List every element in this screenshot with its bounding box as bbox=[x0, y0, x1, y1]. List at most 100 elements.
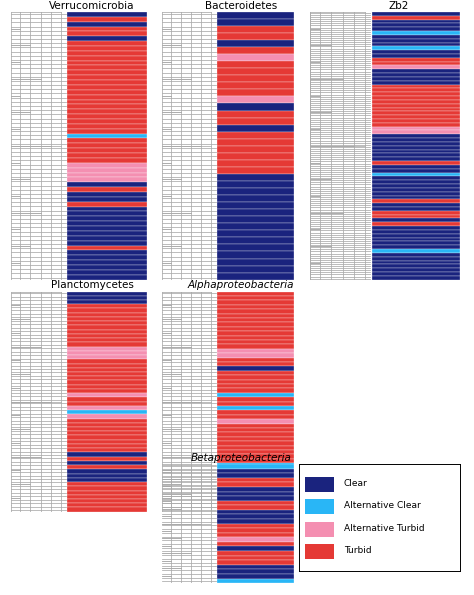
Bar bbox=[217, 371, 294, 375]
Bar bbox=[67, 163, 147, 168]
Bar bbox=[372, 81, 460, 84]
Bar bbox=[372, 154, 460, 157]
Bar bbox=[217, 468, 294, 472]
Bar bbox=[67, 418, 147, 423]
Bar bbox=[67, 474, 147, 478]
Bar bbox=[217, 524, 294, 528]
Bar bbox=[67, 402, 147, 406]
Bar bbox=[305, 522, 334, 537]
Bar bbox=[67, 364, 147, 368]
Bar bbox=[217, 153, 294, 160]
Bar bbox=[217, 491, 294, 496]
Text: Alternative Clear: Alternative Clear bbox=[344, 502, 420, 511]
Bar bbox=[372, 127, 460, 130]
Bar bbox=[67, 355, 147, 359]
Bar bbox=[217, 174, 294, 181]
Bar bbox=[67, 486, 147, 490]
Bar bbox=[217, 322, 294, 327]
Bar bbox=[67, 275, 147, 280]
Bar bbox=[67, 192, 147, 197]
Bar bbox=[217, 515, 294, 519]
Bar bbox=[67, 221, 147, 226]
Bar bbox=[67, 389, 147, 393]
Bar bbox=[372, 196, 460, 199]
Bar bbox=[217, 47, 294, 54]
Bar bbox=[67, 359, 147, 364]
Bar bbox=[217, 362, 294, 367]
Bar bbox=[67, 173, 147, 177]
Bar bbox=[67, 177, 147, 182]
Bar bbox=[372, 96, 460, 100]
Bar bbox=[372, 249, 460, 253]
Bar bbox=[217, 305, 294, 309]
Bar bbox=[217, 223, 294, 230]
Bar bbox=[67, 461, 147, 465]
Bar bbox=[372, 92, 460, 96]
Bar bbox=[372, 242, 460, 245]
Bar bbox=[372, 62, 460, 65]
Bar bbox=[217, 556, 294, 560]
Bar bbox=[305, 544, 334, 559]
Bar bbox=[67, 158, 147, 163]
Bar bbox=[372, 272, 460, 276]
Bar bbox=[372, 39, 460, 42]
Bar bbox=[372, 27, 460, 31]
Bar bbox=[372, 215, 460, 218]
Bar bbox=[217, 469, 294, 473]
Bar bbox=[372, 276, 460, 280]
Bar bbox=[67, 206, 147, 211]
Bar bbox=[217, 486, 294, 490]
Bar bbox=[67, 231, 147, 236]
Bar bbox=[217, 54, 294, 61]
Bar bbox=[217, 237, 294, 245]
Bar bbox=[217, 560, 294, 565]
Bar bbox=[67, 321, 147, 325]
Bar bbox=[67, 90, 147, 95]
Bar bbox=[217, 411, 294, 415]
Bar bbox=[372, 54, 460, 58]
Bar bbox=[67, 139, 147, 143]
Bar bbox=[67, 351, 147, 355]
Bar bbox=[67, 217, 147, 221]
Bar bbox=[372, 35, 460, 39]
Bar bbox=[67, 250, 147, 255]
Bar bbox=[67, 12, 147, 17]
Bar bbox=[217, 481, 294, 486]
Bar bbox=[67, 56, 147, 61]
Bar bbox=[67, 342, 147, 346]
Bar bbox=[217, 33, 294, 40]
Bar bbox=[67, 99, 147, 104]
Bar bbox=[217, 160, 294, 167]
Bar bbox=[217, 528, 294, 533]
Bar bbox=[372, 84, 460, 89]
Bar bbox=[67, 65, 147, 70]
Bar bbox=[67, 32, 147, 36]
Bar bbox=[217, 433, 294, 437]
Bar bbox=[217, 375, 294, 380]
Bar bbox=[217, 230, 294, 237]
Bar bbox=[372, 146, 460, 149]
Bar bbox=[217, 131, 294, 139]
Bar bbox=[67, 51, 147, 56]
Bar bbox=[217, 68, 294, 76]
Bar bbox=[67, 448, 147, 452]
Bar bbox=[372, 245, 460, 249]
Bar bbox=[217, 167, 294, 174]
Bar bbox=[217, 273, 294, 280]
Bar bbox=[67, 17, 147, 21]
Bar bbox=[217, 483, 294, 487]
Bar bbox=[67, 452, 147, 457]
Bar bbox=[372, 42, 460, 46]
Bar bbox=[217, 327, 294, 331]
Bar bbox=[67, 153, 147, 158]
Text: Verrucomicrobia: Verrucomicrobia bbox=[49, 1, 135, 11]
Bar bbox=[67, 482, 147, 486]
Bar bbox=[217, 574, 294, 578]
Bar bbox=[217, 503, 294, 508]
Bar bbox=[372, 256, 460, 261]
Bar bbox=[217, 565, 294, 569]
Bar bbox=[217, 216, 294, 223]
Bar bbox=[372, 104, 460, 108]
Text: Clear: Clear bbox=[344, 479, 367, 488]
Bar bbox=[372, 169, 460, 173]
